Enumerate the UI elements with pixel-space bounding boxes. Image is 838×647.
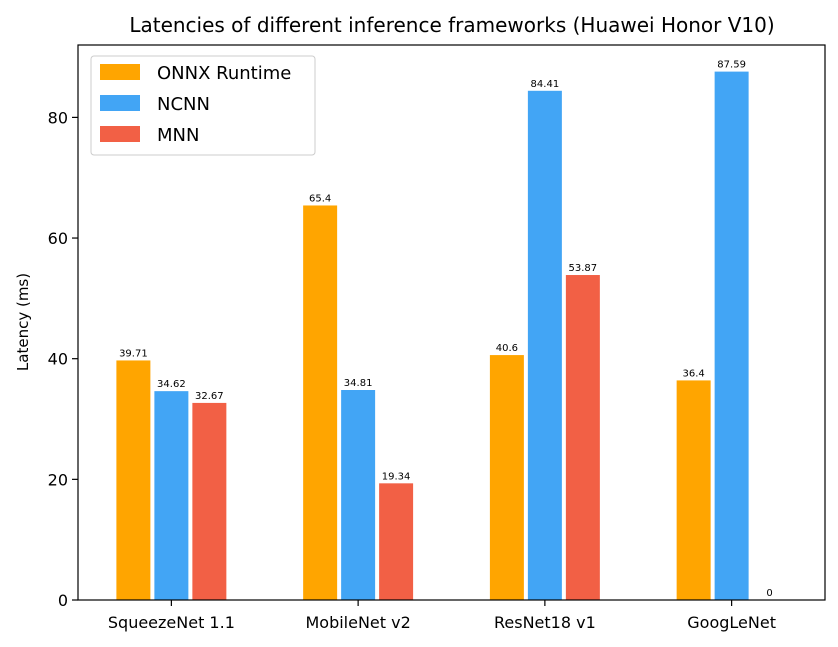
legend-box bbox=[90, 55, 316, 156]
legend-label: MNN bbox=[157, 125, 199, 146]
y-tick-label: 80 bbox=[48, 108, 68, 127]
plot-frame bbox=[77, 44, 826, 601]
bar bbox=[303, 205, 338, 600]
y-tick-label: 0 bbox=[58, 591, 68, 610]
y-tick-label: 20 bbox=[48, 470, 68, 489]
x-tick-label: GoogLeNet bbox=[687, 613, 776, 632]
bar-value-label: 87.59 bbox=[717, 60, 746, 71]
bar bbox=[714, 71, 749, 600]
legend-swatch bbox=[100, 126, 140, 142]
bar bbox=[489, 355, 524, 600]
bar-value-label: 65.4 bbox=[309, 193, 331, 204]
bar bbox=[527, 90, 562, 600]
x-tick-label: MobileNet v2 bbox=[305, 613, 410, 632]
legend: ONNX Runtime NCNN MNN bbox=[90, 55, 316, 156]
bar-value-label: 36.4 bbox=[683, 368, 705, 379]
bar-value-label: 19.34 bbox=[382, 471, 411, 482]
legend-swatch bbox=[100, 64, 140, 80]
bar bbox=[154, 391, 189, 600]
plot-area: 0 20 40 60 80 SqueezeNet 1.1 39.71 34.62 32.67 Mo… bbox=[48, 60, 776, 632]
bar bbox=[116, 360, 151, 600]
bar-value-label: 32.67 bbox=[195, 391, 224, 402]
bar-value-label: 34.62 bbox=[157, 379, 186, 390]
bar-value-label: 53.87 bbox=[569, 263, 598, 274]
y-tick-label: 40 bbox=[48, 350, 68, 369]
bar bbox=[565, 275, 600, 600]
bar bbox=[192, 402, 227, 600]
y-tick-label: 60 bbox=[48, 229, 68, 248]
bar bbox=[676, 380, 711, 600]
bar-value-label: 34.81 bbox=[344, 378, 373, 389]
bar bbox=[379, 483, 414, 600]
chart-title: Latencies of different inference framewo… bbox=[129, 13, 774, 37]
bar-value-label: 40.6 bbox=[496, 343, 518, 354]
legend-label: ONNX Runtime bbox=[157, 63, 291, 84]
legend-label: NCNN bbox=[157, 94, 210, 115]
x-tick-label: SqueezeNet 1.1 bbox=[108, 613, 235, 632]
bar-value-label: 39.71 bbox=[119, 348, 148, 359]
bar-value-label: 0 bbox=[766, 588, 772, 599]
bar-value-label: 84.41 bbox=[531, 79, 560, 90]
x-tick-label: ResNet18 v1 bbox=[494, 613, 596, 632]
bar bbox=[341, 390, 376, 600]
legend-swatch bbox=[100, 95, 140, 111]
y-axis-label: Latency (ms) bbox=[14, 273, 32, 371]
